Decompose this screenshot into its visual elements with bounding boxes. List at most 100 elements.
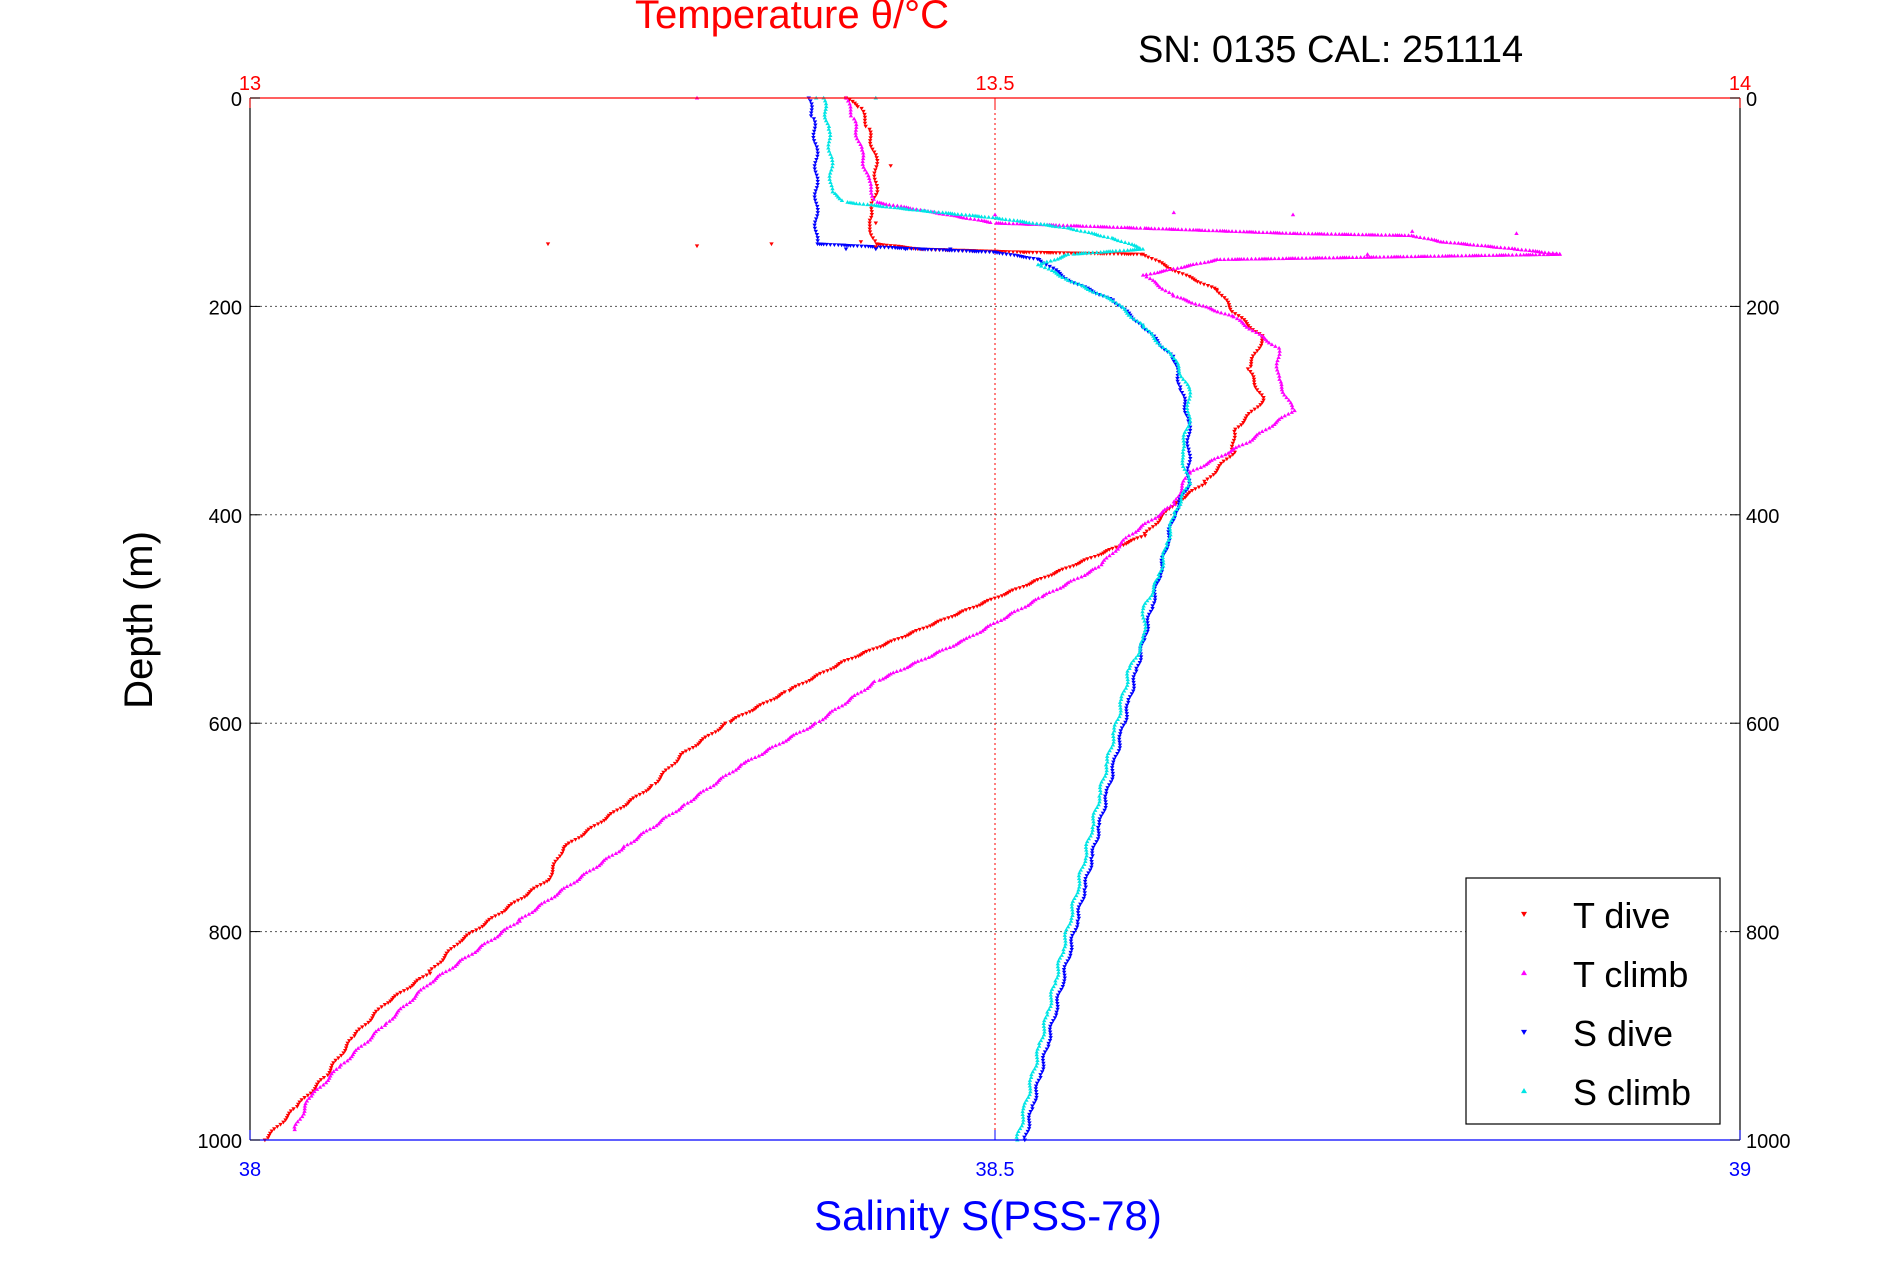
data-point [1110,774,1116,779]
data-point [552,894,557,899]
data-point [301,1111,306,1116]
data-point [641,791,646,795]
data-point [875,158,880,163]
data-point [1148,609,1154,614]
data-point [1086,250,1092,255]
data-point [1541,252,1546,257]
outlier-point [858,240,864,244]
data-point [1348,232,1354,237]
data-point [1030,250,1035,255]
data-point [936,210,941,214]
data-point [291,1107,296,1111]
data-point [1110,777,1115,782]
data-point [859,145,864,149]
data-point [448,947,454,951]
outlier-point [873,247,878,252]
data-point [1156,259,1162,264]
data-point [824,714,830,718]
data-point [1117,746,1123,751]
data-point [997,216,1002,221]
data-point [867,141,873,146]
data-point [791,732,796,737]
data-point [1006,221,1012,226]
data-point [828,170,833,175]
data-point [286,1111,292,1116]
data-point [390,1016,395,1021]
data-point [1055,961,1061,966]
data-point [1088,224,1093,228]
data-point [960,249,965,254]
data-point [1063,941,1068,946]
data-point [1180,272,1185,277]
data-point [1034,1063,1039,1068]
data-point [932,622,937,626]
data-point [1456,241,1461,245]
data-point [811,129,817,134]
data-point [1177,371,1182,376]
data-point [1096,828,1101,833]
data-point [1150,590,1156,595]
data-point [1090,816,1096,821]
data-point [1110,546,1115,551]
data-point [1126,697,1131,702]
data-point [493,914,498,919]
data-point [1076,876,1082,881]
data-point [1187,460,1193,464]
data-point [344,1044,349,1048]
data-point [963,212,968,217]
data-point [1069,948,1074,952]
data-point [489,938,494,942]
data-point [1161,563,1166,568]
data-point [561,846,566,851]
data-point [1108,297,1114,302]
x-tick-label: 38.5 [976,1159,1015,1181]
data-point [1147,527,1152,532]
data-point [1185,483,1191,488]
data-point [385,1001,391,1006]
data-point [401,989,407,993]
data-point [1176,366,1182,371]
data-point [860,150,866,155]
data-point [673,809,679,814]
data-point [1070,910,1075,915]
data-point [1035,1046,1040,1051]
data-point [827,136,833,141]
data-point [1126,700,1131,705]
data-point [807,679,812,683]
data-point [595,822,601,827]
data-point [1096,802,1101,807]
data-point [1145,255,1151,260]
y-tick-label: 0 [231,89,242,111]
data-point [813,161,818,165]
data-point [1257,346,1262,351]
data-point [1385,254,1391,259]
data-point [1062,965,1067,969]
data-point [519,897,524,901]
data-point [372,1011,377,1016]
data-point [1071,931,1077,935]
data-point [1229,310,1235,314]
data-point [1389,254,1394,259]
data-point [860,156,866,161]
data-point [1187,415,1193,420]
outlier-point [992,212,998,217]
data-point [815,151,820,156]
data-point [1095,837,1101,841]
data-point [624,803,629,808]
data-point [1051,572,1057,577]
data-point [308,1091,314,1096]
data-point [1164,265,1170,270]
data-point [1171,293,1176,298]
data-point [1030,1107,1035,1111]
data-point [1094,250,1100,254]
data-point [511,922,517,927]
data-point [355,1046,361,1050]
data-point [1133,655,1138,660]
data-point [867,139,873,143]
data-point [323,1080,329,1085]
data-point [1172,509,1177,514]
data-point [1070,907,1075,912]
data-point [851,116,857,121]
data-point [867,176,872,181]
data-point [1055,993,1061,998]
